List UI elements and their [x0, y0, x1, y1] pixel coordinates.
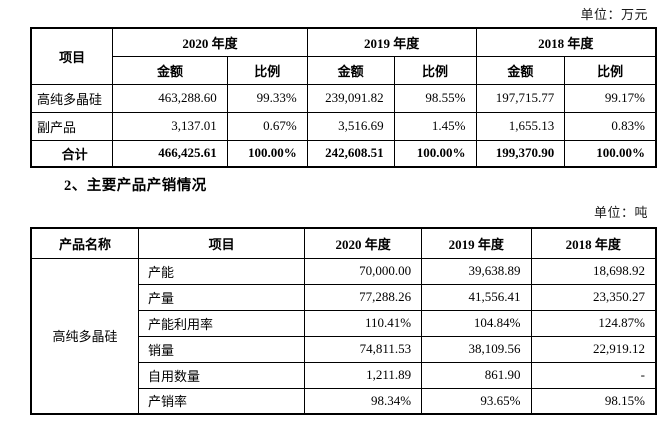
production-header-year-2019: 2019 年度	[421, 227, 532, 259]
revenue-subheader-ratio-2019: 比例	[393, 55, 477, 85]
production-cell: 124.87%	[530, 309, 657, 337]
production-cell: 39,638.89	[421, 257, 532, 285]
production-cell: 70,000.00	[304, 257, 423, 285]
table-row: 产销率 98.34% 93.65% 98.15%	[31, 387, 657, 415]
revenue-header-year-2019: 2019 年度	[306, 27, 477, 57]
production-cell: 861.90	[421, 361, 532, 389]
section-heading: 2、主要产品产销情况	[64, 178, 207, 194]
production-cell: 22,919.12	[530, 335, 657, 363]
table-row: 自用数量 1,211.89 861.90 -	[31, 361, 657, 389]
production-cell: 1,211.89	[304, 361, 423, 389]
revenue-cell: 99.17%	[564, 83, 657, 113]
revenue-cell: 99.33%	[226, 83, 308, 113]
table-row: 产能利用率 110.41% 104.84% 124.87%	[31, 309, 657, 337]
production-cell: 98.15%	[530, 387, 657, 415]
production-row-utilization-label: 产能利用率	[137, 309, 306, 337]
production-cell: 38,109.56	[421, 335, 532, 363]
production-cell: 93.65%	[421, 387, 532, 415]
production-header-item: 项目	[137, 227, 306, 259]
production-sales-table: 产品名称 项目 2020 年度 2019 年度 2018 年度 高纯多晶硅 产能…	[30, 227, 657, 415]
revenue-cell: 100.00%	[564, 139, 657, 168]
production-header-row: 产品名称 项目 2020 年度 2019 年度 2018 年度	[30, 227, 657, 259]
revenue-cell: 100.00%	[393, 139, 477, 168]
production-row-sales-volume-label: 销量	[137, 335, 306, 363]
table-row: 高纯多晶硅 463,288.60 99.33% 239,091.82 98.55…	[30, 83, 657, 113]
production-cell: 23,350.27	[530, 283, 657, 311]
revenue-cell: 1.45%	[393, 111, 477, 141]
revenue-cell: 3,516.69	[306, 111, 395, 141]
table-row: 销量 74,811.53 38,109.56 22,919.12	[31, 335, 657, 363]
production-cell: 41,556.41	[421, 283, 532, 311]
production-header-product-name: 产品名称	[30, 227, 139, 259]
revenue-cell: 197,715.77	[475, 83, 566, 113]
revenue-cell: 100.00%	[226, 139, 308, 168]
revenue-header-row-years: 项目 2020 年度 2019 年度 2018 年度	[30, 27, 657, 85]
revenue-row-byproduct-label: 副产品	[30, 111, 114, 141]
revenue-cell: 242,608.51	[306, 139, 395, 168]
revenue-subheader-ratio-2020: 比例	[226, 55, 308, 85]
revenue-row-total-label: 合计	[30, 139, 114, 168]
revenue-cell: 3,137.01	[112, 111, 228, 141]
production-cell: 104.84%	[421, 309, 532, 337]
revenue-header-item: 项目	[30, 27, 114, 85]
revenue-header-year-2020: 2020 年度	[112, 27, 308, 57]
production-cell: 98.34%	[304, 387, 423, 415]
revenue-cell: 466,425.61	[112, 139, 228, 168]
production-cell: -	[530, 361, 657, 389]
revenue-cell: 199,370.90	[475, 139, 566, 168]
revenue-row-polysilicon-label: 高纯多晶硅	[30, 83, 114, 113]
production-cell: 74,811.53	[304, 335, 423, 363]
production-cell: 18,698.92	[530, 257, 657, 285]
production-row-output-label: 产量	[137, 283, 306, 311]
revenue-breakdown-table: 项目 2020 年度 2019 年度 2018 年度 金额 比例 金额 比例 金…	[30, 27, 657, 168]
unit-label-ton: 单位：吨	[593, 205, 648, 220]
production-row-capacity-label: 产能	[137, 257, 306, 285]
revenue-subheader-amount-2020: 金额	[112, 55, 228, 85]
production-row-self-use-label: 自用数量	[137, 361, 306, 389]
revenue-cell: 239,091.82	[306, 83, 395, 113]
production-header-year-2020: 2020 年度	[304, 227, 423, 259]
revenue-subheader-amount-2019: 金额	[306, 55, 395, 85]
revenue-cell: 463,288.60	[112, 83, 228, 113]
production-row-sales-ratio-label: 产销率	[137, 387, 306, 415]
table-row: 产量 77,288.26 41,556.41 23,350.27	[31, 283, 657, 311]
production-cell: 77,288.26	[304, 283, 423, 311]
production-header-year-2018: 2018 年度	[530, 227, 657, 259]
revenue-cell: 0.67%	[226, 111, 308, 141]
table-row-total: 合计 466,425.61 100.00% 242,608.51 100.00%…	[30, 139, 657, 168]
revenue-header-row-sub: 金额 比例 金额 比例 金额 比例	[31, 55, 657, 85]
production-product-name: 高纯多晶硅	[30, 257, 139, 415]
unit-label-wanyuan: 单位：万元	[580, 7, 648, 22]
table-row: 高纯多晶硅 产能 70,000.00 39,638.89 18,698.92	[30, 257, 657, 415]
revenue-header-year-2018: 2018 年度	[475, 27, 657, 57]
revenue-cell: 1,655.13	[475, 111, 566, 141]
revenue-cell: 0.83%	[564, 111, 657, 141]
revenue-cell: 98.55%	[393, 83, 477, 113]
production-cell: 110.41%	[304, 309, 423, 337]
revenue-subheader-ratio-2018: 比例	[564, 55, 657, 85]
revenue-subheader-amount-2018: 金额	[475, 55, 566, 85]
table-row: 副产品 3,137.01 0.67% 3,516.69 1.45% 1,655.…	[30, 111, 657, 141]
